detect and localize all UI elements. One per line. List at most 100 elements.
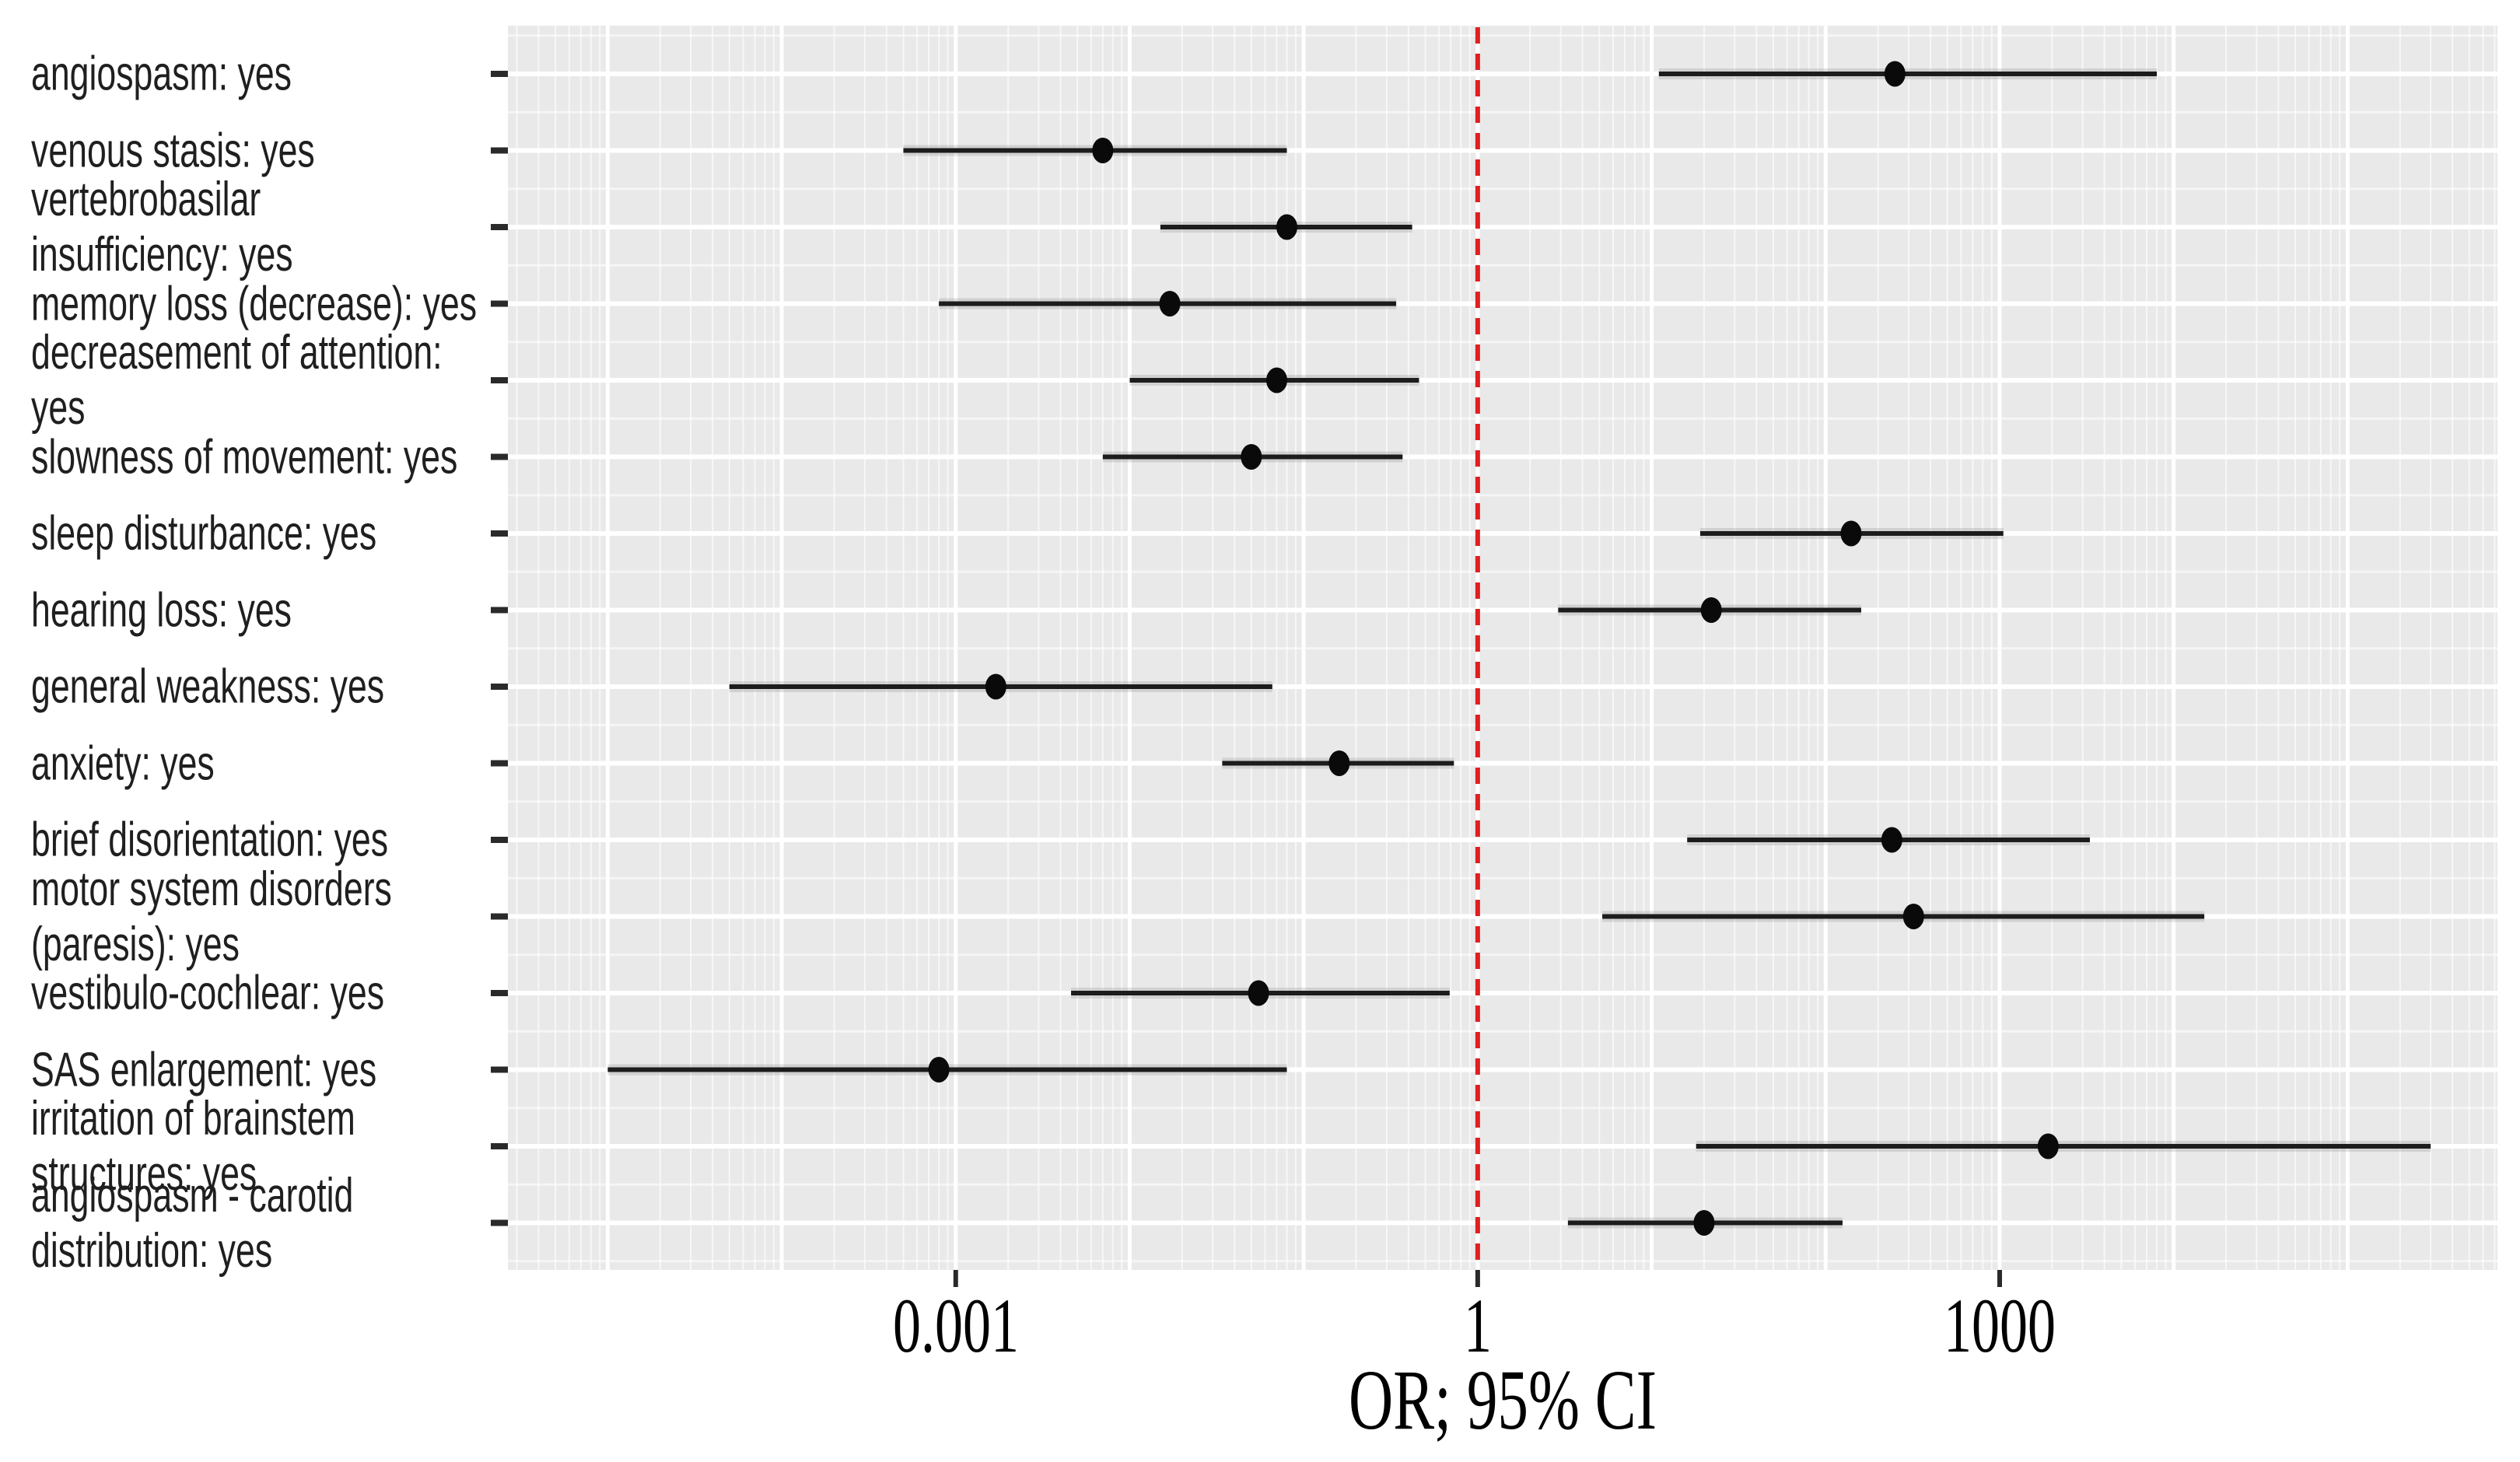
or-point — [1884, 61, 1906, 87]
row-label: anxiety: yes — [31, 736, 215, 791]
row-label: vertebrobasilar insufficiency: yes — [31, 172, 293, 282]
minor-gridline-y — [508, 341, 2497, 344]
row-label: decreasement of attention: yes — [31, 325, 443, 435]
row-label-line: vertebrobasilar — [31, 173, 261, 226]
or-point — [1159, 291, 1181, 317]
row-label-line: irritation of brainstem — [31, 1092, 355, 1145]
row-label-line: motor system disorders — [31, 862, 392, 916]
row-label: motor system disorders (paresis): yes — [31, 862, 392, 972]
major-gridline-y — [508, 991, 2497, 995]
or-point — [1276, 214, 1298, 240]
or-point — [1092, 138, 1114, 163]
major-gridline-y — [508, 301, 2497, 306]
row-label: sleep disturbance: yes — [31, 506, 376, 561]
row-label-line: decreasement of attention: — [31, 326, 443, 379]
minor-gridline-y — [508, 264, 2497, 267]
minor-gridline-y — [508, 647, 2497, 650]
y-axis-tick-mark — [491, 913, 508, 920]
major-gridline-y — [508, 531, 2497, 536]
row-label: vestibulo-cochlear: yes — [31, 966, 384, 1021]
row-label-line: anxiety: yes — [31, 736, 215, 790]
row-label: general weakness: yes — [31, 659, 384, 715]
x-axis-tick-mark — [1475, 1270, 1480, 1287]
y-axis-tick-mark — [491, 1143, 508, 1149]
or-point — [1266, 367, 1288, 393]
major-gridline-y — [508, 454, 2497, 460]
or-point — [2037, 1133, 2059, 1159]
or-point — [985, 673, 1006, 700]
row-label-line: sleep disturbance: yes — [31, 506, 377, 561]
minor-gridline-y — [508, 110, 2497, 114]
minor-gridline-y — [508, 494, 2497, 497]
row-label-line: SAS enlargement: yes — [31, 1043, 377, 1096]
minor-gridline-y — [508, 800, 2497, 803]
major-gridline-y — [508, 378, 2497, 383]
row-label-line: insufficiency: yes — [31, 228, 293, 282]
minor-gridline-y — [508, 876, 2497, 880]
y-axis-tick-mark — [491, 71, 508, 77]
y-axis-tick-mark — [491, 147, 508, 154]
minor-gridline-y — [508, 1030, 2497, 1033]
y-axis-tick-mark — [491, 1219, 508, 1226]
major-gridline-y — [508, 761, 2497, 766]
major-gridline-y — [508, 607, 2497, 613]
y-axis-tick-mark — [491, 300, 508, 307]
major-gridline-y — [508, 838, 2497, 842]
minor-gridline-y — [508, 570, 2497, 573]
major-gridline-y — [508, 914, 2497, 919]
or-point — [1700, 597, 1722, 623]
or-point — [1248, 980, 1269, 1006]
row-label-line: general weakness: yes — [31, 659, 385, 714]
or-point — [1840, 520, 1862, 547]
row-label-line: (paresis): yes — [31, 917, 240, 971]
row-label-line: angiospasm - carotid — [31, 1168, 354, 1222]
row-label: venous stasis: yes — [31, 123, 315, 178]
x-axis-tick-label: 0.001 — [892, 1282, 1019, 1369]
major-gridline-y — [508, 1144, 2497, 1149]
or-point — [1328, 750, 1350, 776]
y-axis-tick-mark — [491, 453, 508, 460]
y-axis-tick-mark — [491, 1066, 508, 1073]
x-axis-title: OR; 95% CI — [1349, 1352, 1657, 1447]
x-axis-tick-label: 1 — [1463, 1282, 1492, 1369]
row-label: memory loss (decrease): yes — [31, 276, 477, 331]
y-axis-tick-mark — [491, 530, 508, 537]
row-label: slowness of movement: yes — [31, 429, 457, 484]
or-point — [1902, 904, 1924, 929]
row-label-line: venous stasis: yes — [31, 124, 315, 177]
minor-gridline-y — [508, 417, 2497, 420]
minor-gridline-y — [508, 723, 2497, 726]
minor-gridline-y — [508, 1260, 2497, 1263]
minor-gridline-y — [508, 953, 2497, 957]
minor-gridline-y — [508, 1183, 2497, 1186]
row-label-line: slowness of movement: yes — [31, 430, 458, 484]
row-label: hearing loss: yes — [31, 582, 292, 638]
or-point — [1693, 1210, 1715, 1236]
major-gridline-y — [508, 72, 2497, 76]
x-axis-tick-label: 1000 — [1943, 1282, 2056, 1369]
ci-whisker — [1658, 72, 2158, 76]
row-label-line: angiospasm: yes — [31, 47, 292, 101]
major-gridline-y — [508, 148, 2497, 153]
minor-gridline-y — [508, 1107, 2497, 1110]
y-axis-tick-mark — [491, 224, 508, 230]
x-axis-tick-mark — [1997, 1270, 2002, 1287]
row-label-line: distribution: yes — [31, 1223, 273, 1278]
y-axis-tick-mark — [491, 377, 508, 383]
major-gridline-y — [508, 684, 2497, 689]
row-label-line: vestibulo-cochlear: yes — [31, 966, 385, 1020]
row-label: angiospasm: yes — [31, 47, 292, 102]
row-label: irritation of brainstem structures: yes — [31, 1091, 355, 1201]
ci-whisker — [1696, 1144, 2431, 1149]
minor-gridline-y — [508, 187, 2497, 191]
minor-gridline-y — [508, 34, 2497, 37]
y-axis-tick-mark — [491, 607, 508, 614]
row-label-line: structures: yes — [31, 1147, 257, 1201]
or-point — [1241, 444, 1262, 470]
row-label-line: brief disorientation: yes — [31, 813, 389, 867]
or-point — [928, 1057, 950, 1083]
row-label: SAS enlargement: yes — [31, 1042, 376, 1097]
or-point — [1881, 827, 1902, 853]
